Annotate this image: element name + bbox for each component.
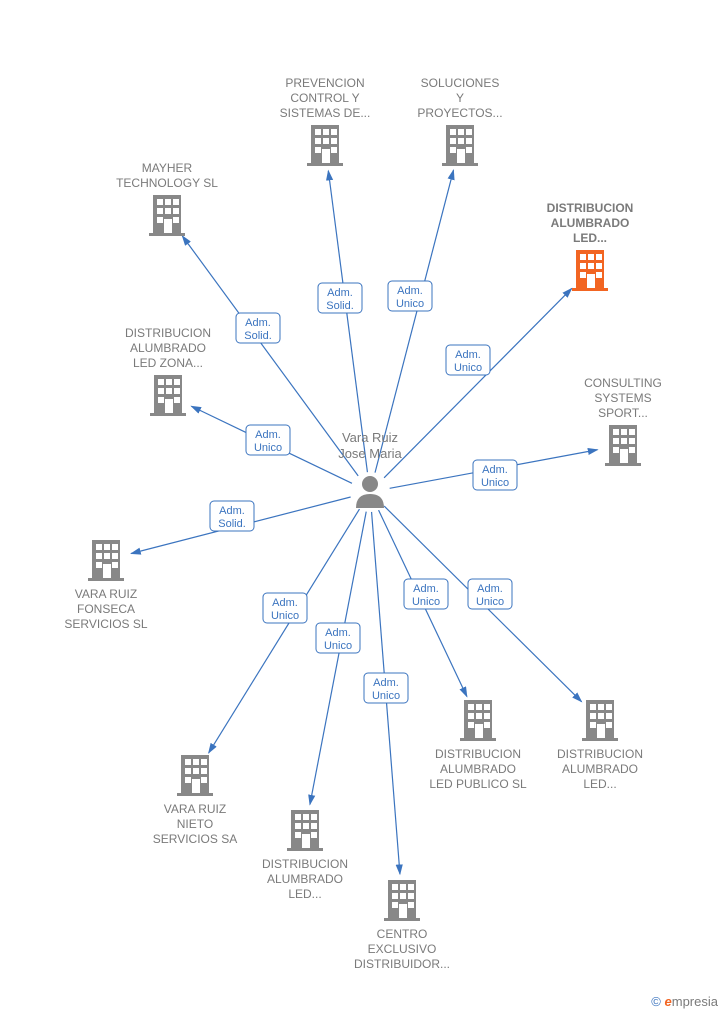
company-label-vararuiz-fons-l0: VARA RUIZ: [75, 587, 137, 601]
building-icon: [307, 125, 343, 166]
company-label-dist-led-2-l0: DISTRIBUCION: [262, 857, 348, 871]
company-label-dist-led-3-l0: DISTRIBUCION: [557, 747, 643, 761]
edge-label1-consulting: Adm.: [482, 464, 508, 476]
copyright-symbol: ©: [651, 994, 661, 1009]
company-label-dist-zona-l2: LED ZONA...: [133, 356, 203, 370]
company-node-dist-led-2[interactable]: DISTRIBUCIONALUMBRADOLED...: [262, 810, 348, 901]
brand-e: e: [665, 994, 672, 1009]
edge-label2-vararuiz-fons: Solid.: [218, 518, 246, 530]
company-node-dist-publico[interactable]: DISTRIBUCIONALUMBRADOLED PUBLICO SL: [429, 700, 527, 791]
edge-prevencion: [328, 171, 367, 472]
company-node-vararuiz-nieto[interactable]: VARA RUIZNIETOSERVICIOS SA: [153, 755, 237, 846]
edge-label2-dist-zona: Unico: [254, 442, 282, 454]
company-label-dist-led-3-l2: LED...: [583, 777, 616, 791]
company-node-dist-led-hl[interactable]: DISTRIBUCIONALUMBRADOLED...: [547, 201, 634, 291]
edge-label1-dist-led-3: Adm.: [477, 583, 503, 595]
edge-label2-dist-publico: Unico: [412, 596, 440, 608]
company-label-soluciones-l1: Y: [456, 91, 464, 105]
company-label-mayher-l1: TECHNOLOGY SL: [116, 176, 218, 190]
company-label-soluciones-l0: SOLUCIONES: [421, 76, 500, 90]
company-label-dist-led-3-l1: ALUMBRADO: [562, 762, 638, 776]
building-icon: [177, 755, 213, 796]
edge-label2-soluciones: Unico: [396, 298, 424, 310]
building-icon: [442, 125, 478, 166]
company-label-dist-led-hl-l2: LED...: [573, 231, 607, 245]
edge-dist-led-hl: [384, 288, 572, 477]
edge-label1-soluciones: Adm.: [397, 285, 423, 297]
company-label-vararuiz-nieto-l0: VARA RUIZ: [164, 802, 226, 816]
company-node-dist-zona[interactable]: DISTRIBUCIONALUMBRADOLED ZONA...: [125, 326, 211, 416]
edge-label1-vararuiz-fons: Adm.: [219, 505, 245, 517]
company-label-dist-led-2-l1: ALUMBRADO: [267, 872, 343, 886]
company-label-dist-led-2-l2: LED...: [288, 887, 321, 901]
edge-label2-dist-led-2: Unico: [324, 640, 352, 652]
company-label-prevencion-l1: CONTROL Y: [290, 91, 359, 105]
edge-labels-layer: Adm.Solid.Adm.Solid.Adm.UnicoAdm.UnicoAd…: [210, 281, 517, 703]
edge-label1-centro: Adm.: [373, 677, 399, 689]
network-graph: MAYHERTECHNOLOGY SL PREVENCIONCONTROL YSI…: [0, 0, 728, 1015]
company-node-mayher[interactable]: MAYHERTECHNOLOGY SL: [116, 161, 218, 236]
company-label-dist-zona-l1: ALUMBRADO: [130, 341, 206, 355]
building-icon: [384, 880, 420, 921]
company-label-consulting-l1: SYSTEMS: [594, 391, 651, 405]
nodes-layer: MAYHERTECHNOLOGY SL PREVENCIONCONTROL YSI…: [64, 76, 661, 971]
company-label-dist-led-hl-l0: DISTRIBUCION: [547, 201, 634, 215]
company-node-dist-led-3[interactable]: DISTRIBUCIONALUMBRADOLED...: [557, 700, 643, 791]
edge-label1-mayher: Adm.: [245, 317, 271, 329]
edge-label2-mayher: Solid.: [244, 330, 272, 342]
company-label-dist-led-hl-l1: ALUMBRADO: [551, 216, 630, 230]
edge-label2-dist-led-3: Unico: [476, 596, 504, 608]
building-icon: [150, 375, 186, 416]
company-label-dist-publico-l1: ALUMBRADO: [440, 762, 516, 776]
brand-rest: mpresia: [672, 994, 718, 1009]
edge-label1-vararuiz-nieto: Adm.: [272, 597, 298, 609]
edge-label1-dist-led-hl: Adm.: [455, 349, 481, 361]
edge-label1-dist-publico: Adm.: [413, 583, 439, 595]
building-icon: [460, 700, 496, 741]
company-label-vararuiz-fons-l1: FONSECA: [77, 602, 135, 616]
company-label-vararuiz-nieto-l1: NIETO: [177, 817, 213, 831]
company-label-centro-l0: CENTRO: [377, 927, 428, 941]
building-icon: [572, 250, 608, 291]
company-label-prevencion-l0: PREVENCION: [285, 76, 364, 90]
building-icon: [605, 425, 641, 466]
company-node-soluciones[interactable]: SOLUCIONESYPROYECTOS...: [417, 76, 502, 166]
company-label-centro-l2: DISTRIBUIDOR...: [354, 957, 450, 971]
building-icon: [287, 810, 323, 851]
company-label-vararuiz-fons-l2: SERVICIOS SL: [64, 617, 147, 631]
edge-label2-dist-led-hl: Unico: [454, 362, 482, 374]
company-node-vararuiz-fons[interactable]: VARA RUIZFONSECASERVICIOS SL: [64, 540, 147, 631]
footer-brand: © empresia: [651, 994, 718, 1009]
building-icon: [582, 700, 618, 741]
company-label-soluciones-l2: PROYECTOS...: [417, 106, 502, 120]
edge-soluciones: [375, 170, 453, 472]
edge-label1-prevencion: Adm.: [327, 287, 353, 299]
edge-label2-centro: Unico: [372, 690, 400, 702]
company-node-prevencion[interactable]: PREVENCIONCONTROL YSISTEMAS DE...: [280, 76, 371, 166]
company-label-mayher-l0: MAYHER: [142, 161, 193, 175]
edge-label2-consulting: Unico: [481, 477, 509, 489]
company-label-centro-l1: EXCLUSIVO: [368, 942, 437, 956]
center-label-line1: Vara Ruiz: [342, 430, 398, 445]
edge-dist-led-2: [310, 512, 366, 805]
company-label-consulting-l0: CONSULTING: [584, 376, 662, 390]
company-label-dist-publico-l0: DISTRIBUCION: [435, 747, 521, 761]
company-label-dist-zona-l0: DISTRIBUCION: [125, 326, 211, 340]
edge-label1-dist-zona: Adm.: [255, 429, 281, 441]
building-icon: [149, 195, 185, 236]
company-label-consulting-l2: SPORT...: [598, 406, 648, 420]
edge-label2-prevencion: Solid.: [326, 300, 354, 312]
company-node-centro[interactable]: CENTROEXCLUSIVODISTRIBUIDOR...: [354, 880, 450, 971]
center-label-line2: Jose Maria: [338, 446, 402, 461]
company-node-consulting[interactable]: CONSULTINGSYSTEMSSPORT...: [584, 376, 662, 466]
building-icon: [88, 540, 124, 581]
edge-label2-vararuiz-nieto: Unico: [271, 610, 299, 622]
edge-label1-dist-led-2: Adm.: [325, 627, 351, 639]
company-label-dist-publico-l2: LED PUBLICO SL: [429, 777, 527, 791]
company-label-prevencion-l2: SISTEMAS DE...: [280, 106, 371, 120]
company-label-vararuiz-nieto-l2: SERVICIOS SA: [153, 832, 237, 846]
